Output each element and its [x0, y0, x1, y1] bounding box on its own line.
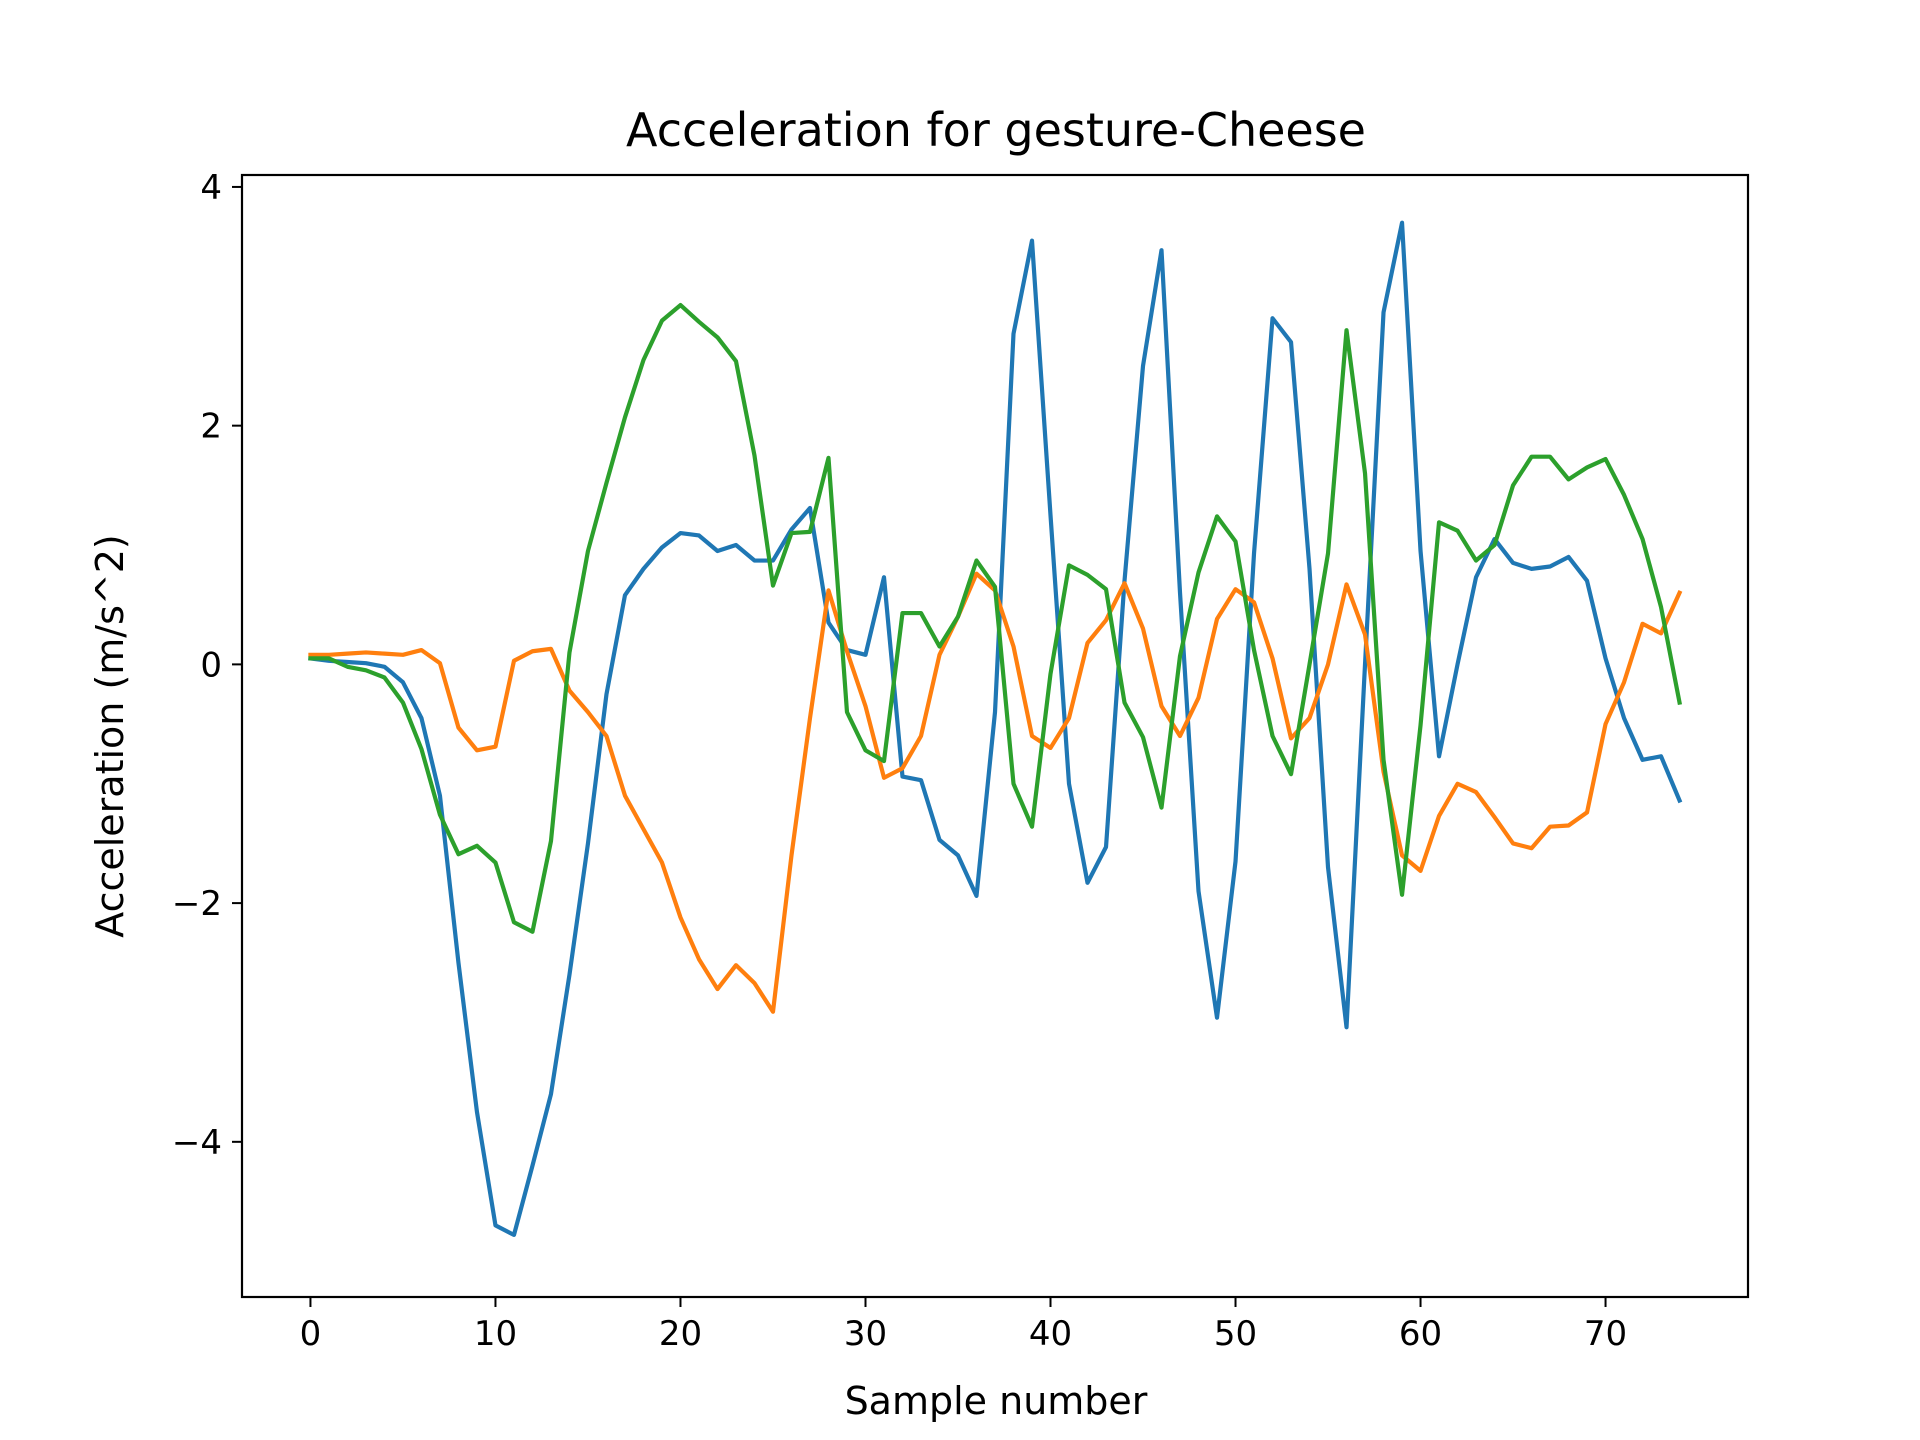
y-axis-label: Acceleration (m/s^2): [88, 534, 132, 938]
chart-title: Acceleration for gesture-Cheese: [626, 103, 1366, 157]
series-line-3: [308, 303, 1683, 934]
x-tick-label: 10: [474, 1314, 517, 1354]
series-line-1: [308, 220, 1683, 1238]
x-tick-label: 70: [1584, 1314, 1627, 1354]
x-tick-label: 50: [1214, 1314, 1257, 1354]
x-tick-label: 30: [844, 1314, 887, 1354]
x-axis-label: Sample number: [845, 1379, 1148, 1423]
plot-frame: [240, 173, 1750, 1299]
x-tick-label: 60: [1399, 1314, 1442, 1354]
axis-ticks: 0 10 20 30 40 50 60 70 −4 −2 0 2 4: [172, 168, 1627, 1354]
y-tick-label: 2: [200, 407, 222, 447]
series-lines: [308, 220, 1683, 1238]
y-tick-label: 4: [200, 168, 222, 208]
x-tick-label: 0: [300, 1314, 322, 1354]
y-tick-label: −4: [172, 1123, 222, 1163]
y-tick-label: 0: [200, 645, 222, 685]
y-tick-label: −2: [172, 884, 222, 924]
x-tick-label: 40: [1029, 1314, 1072, 1354]
x-tick-label: 20: [659, 1314, 702, 1354]
